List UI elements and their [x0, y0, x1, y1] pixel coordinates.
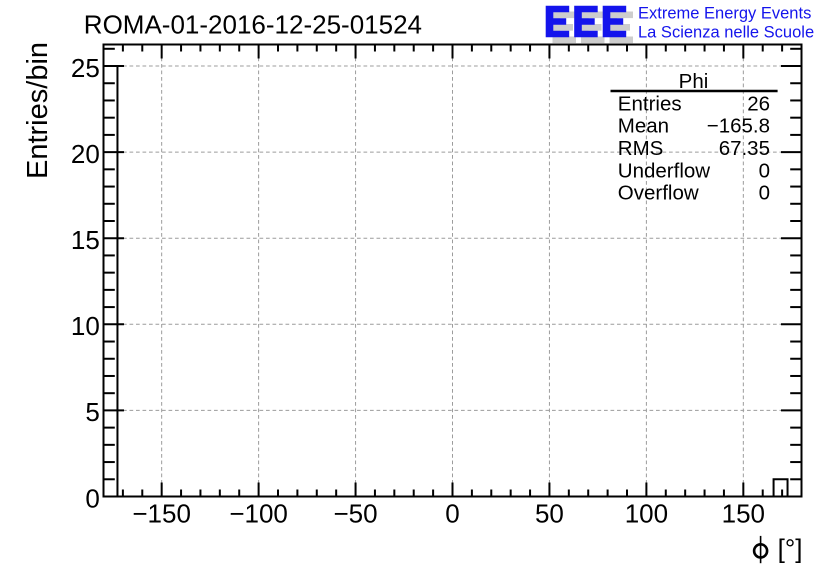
svg-text:−150: −150	[132, 499, 191, 529]
svg-text:0: 0	[445, 499, 459, 529]
svg-text:0: 0	[759, 182, 770, 205]
svg-text:50: 50	[535, 499, 564, 529]
svg-text:RMS: RMS	[618, 137, 664, 160]
svg-text:26: 26	[747, 92, 770, 115]
svg-text:5: 5	[85, 397, 99, 427]
svg-text:20: 20	[71, 139, 100, 169]
svg-text:Entries/bin: Entries/bin	[22, 42, 54, 179]
svg-text:Mean: Mean	[618, 115, 669, 138]
svg-text:−100: −100	[229, 499, 288, 529]
svg-text:−50: −50	[334, 499, 378, 529]
svg-text:−165.8: −165.8	[707, 115, 770, 138]
svg-text:10: 10	[71, 311, 100, 341]
svg-text:15: 15	[71, 225, 100, 255]
svg-text:Overflow: Overflow	[618, 182, 699, 205]
svg-text:67.35: 67.35	[719, 137, 770, 160]
svg-text:Underflow: Underflow	[618, 159, 710, 182]
svg-text:[°]: [°]	[778, 534, 803, 564]
svg-text:Phi: Phi	[679, 70, 709, 93]
svg-text:100: 100	[625, 499, 668, 529]
svg-text:La Scienza nelle Scuole: La Scienza nelle Scuole	[638, 24, 814, 42]
svg-text:ROMA-01-2016-12-25-01524: ROMA-01-2016-12-25-01524	[84, 10, 422, 40]
svg-text:Entries: Entries	[618, 92, 682, 115]
svg-text:0: 0	[759, 159, 770, 182]
svg-text:25: 25	[71, 53, 100, 83]
svg-text:Extreme Energy Events: Extreme Energy Events	[638, 4, 811, 22]
svg-text:150: 150	[722, 499, 765, 529]
svg-text:0: 0	[85, 483, 99, 513]
